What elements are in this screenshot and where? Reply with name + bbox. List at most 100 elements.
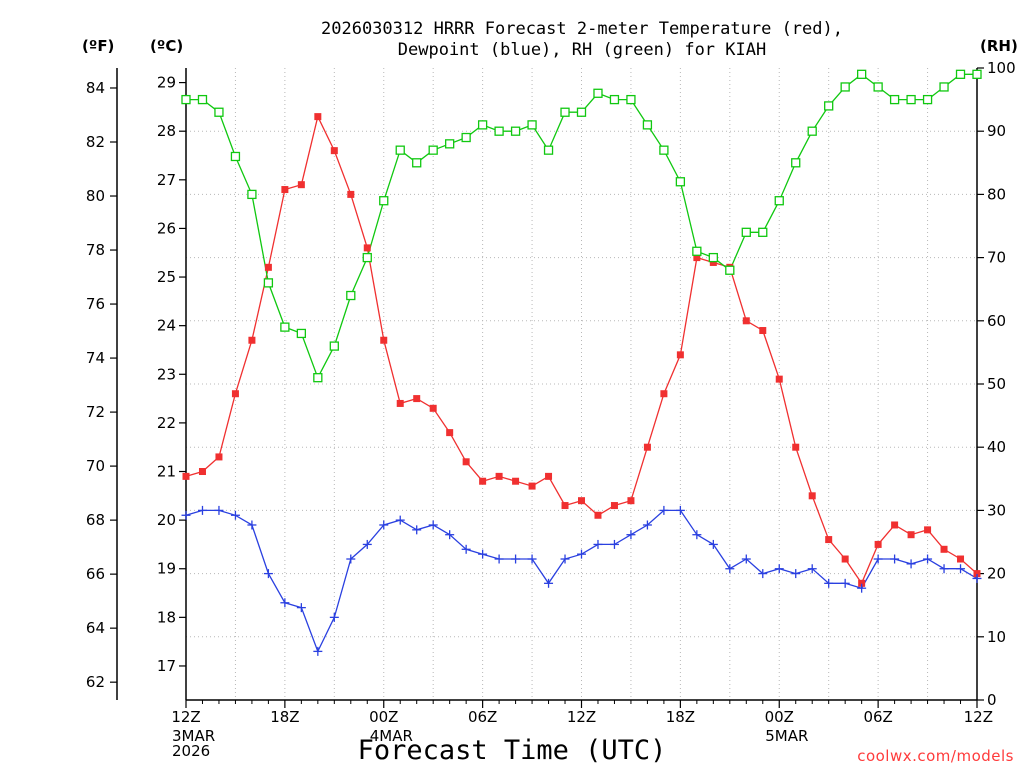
rh-point	[543, 145, 554, 155]
fahrenheit-tick-label: 82	[86, 133, 105, 151]
temperature-point	[808, 492, 816, 500]
celsius-tick-label: 27	[157, 171, 176, 189]
rh-point	[939, 82, 949, 92]
dewpoint-point	[840, 578, 850, 588]
rh-point	[214, 107, 224, 117]
x-tick-label: 12Z	[567, 708, 596, 726]
rh-tick-label: 70	[987, 249, 1006, 267]
chart-title-line-2: Dewpoint (blue), RH (green) for KIAH	[398, 40, 766, 60]
dewpoint-point	[346, 554, 356, 564]
dewpoint-point	[659, 505, 669, 515]
rh-point	[922, 94, 933, 105]
temperature-point	[281, 186, 289, 194]
temperature-point	[940, 545, 948, 553]
temperature-point	[693, 254, 701, 262]
dewpoint-point	[263, 569, 273, 579]
rh-point	[247, 189, 257, 200]
temperature-point	[907, 531, 915, 539]
temperature-point	[775, 375, 783, 383]
rh-tick-label: 20	[987, 565, 1006, 583]
rh-tick-label: 60	[987, 312, 1006, 330]
dewpoint-point	[428, 520, 438, 530]
rh-point	[675, 177, 686, 187]
temperature-point	[528, 482, 536, 490]
x-date-label: 3MAR	[172, 727, 215, 745]
temperature-point	[924, 526, 932, 534]
temperature-point	[610, 502, 618, 510]
fahrenheit-tick-label: 78	[86, 241, 105, 259]
dewpoint-point	[296, 603, 306, 613]
rh-point	[642, 120, 653, 130]
rh-point	[725, 265, 735, 275]
dewpoint-point	[774, 564, 784, 574]
rh-point	[593, 88, 603, 98]
dewpoint-point	[247, 520, 257, 530]
dewpoint-point	[972, 573, 982, 583]
dewpoint-point	[445, 530, 455, 540]
celsius-tick-label: 22	[157, 414, 176, 432]
dewpoint-point	[461, 544, 471, 554]
x-date-label: 2026	[172, 742, 210, 760]
dewpoint-point	[329, 612, 339, 622]
dewpoint-point	[362, 539, 372, 549]
rh-point	[395, 145, 405, 155]
rh-point	[791, 158, 801, 168]
rh-point	[362, 252, 372, 263]
rh-point	[510, 126, 521, 136]
rh-point	[428, 145, 438, 155]
temperature-point	[330, 147, 338, 155]
celsius-tick-label: 19	[157, 560, 176, 578]
source-credit[interactable]: coolwx.com/models	[857, 747, 1014, 765]
rh-point	[692, 246, 702, 256]
celsius-tick-label: 25	[157, 268, 176, 286]
x-tick-label: 18Z	[666, 708, 695, 726]
temperature-point	[594, 511, 602, 519]
dewpoint-point	[494, 554, 504, 564]
rh-point	[626, 94, 636, 105]
rh-point	[280, 322, 290, 332]
rh-point	[560, 107, 570, 117]
rh-point	[477, 120, 488, 130]
dewpoint-point	[807, 564, 817, 574]
temperature-point	[973, 570, 981, 578]
axes	[110, 67, 984, 708]
rh-point	[230, 151, 241, 162]
x-tick-label: 06Z	[468, 708, 497, 726]
x-tick-label: 00Z	[369, 708, 398, 726]
rh-point	[296, 328, 307, 339]
temperature-point	[182, 472, 190, 480]
rh-point	[807, 126, 817, 136]
dewpoint-point	[791, 569, 801, 579]
fahrenheit-tick-label: 68	[86, 511, 105, 529]
fahrenheit-tick-label: 76	[86, 295, 105, 313]
rh-point	[659, 145, 669, 155]
rh-point	[461, 132, 471, 143]
temperature-point	[891, 521, 899, 529]
rh-point	[263, 278, 274, 288]
rh-point	[741, 227, 751, 237]
rh-point	[346, 290, 356, 301]
dewpoint-point	[214, 505, 224, 515]
rh-point	[576, 107, 587, 117]
temperature-point	[957, 555, 965, 563]
rh-point	[840, 82, 850, 92]
celsius-tick-label: 29	[157, 74, 176, 92]
temperature-point	[198, 468, 206, 476]
dewpoint-point	[675, 505, 685, 515]
temperature-point	[709, 258, 717, 266]
celsius-tick-label: 23	[157, 365, 176, 383]
temperature-point	[841, 555, 849, 563]
rh-tick-label: 50	[987, 375, 1006, 393]
dewpoint-point	[824, 578, 834, 588]
temperature-point	[429, 404, 437, 412]
temperature-point	[215, 453, 223, 461]
dewpoint-point	[544, 578, 554, 588]
fahrenheit-tick-label: 80	[86, 187, 105, 205]
dewpoint-point	[873, 554, 883, 564]
rh-tick-label: 100	[987, 59, 1016, 77]
rh-point	[824, 101, 834, 111]
rh-point	[181, 94, 191, 105]
rh-point	[379, 196, 389, 206]
fahrenheit-tick-label: 70	[86, 457, 105, 475]
temperature-point	[264, 263, 272, 271]
